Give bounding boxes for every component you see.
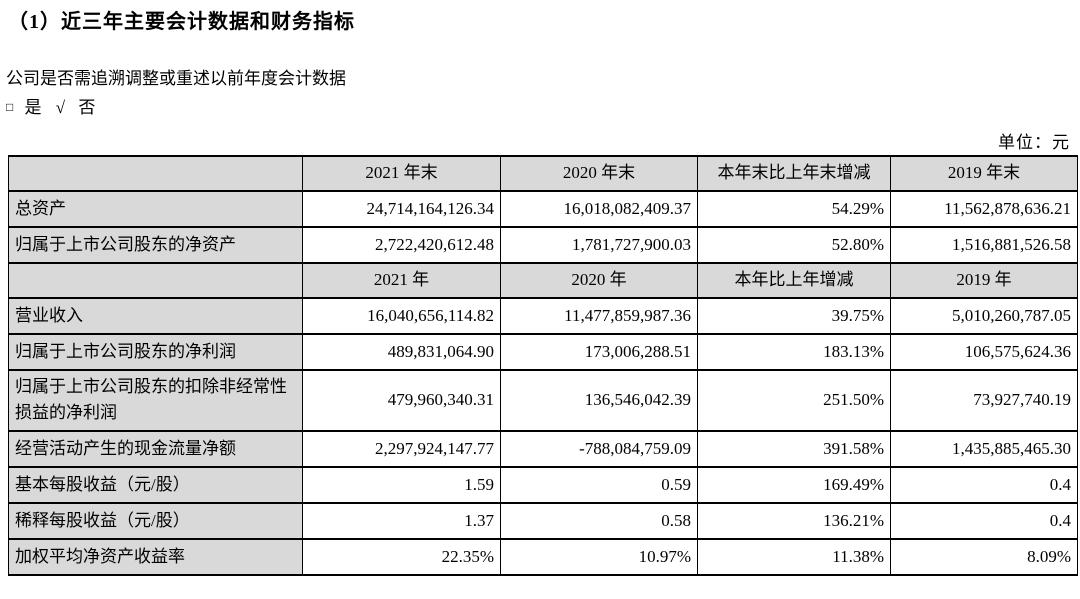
row-weighted-avg-roe: 加权平均净资产收益率 22.35% 10.97% 11.38% 8.09%	[8, 537, 1078, 576]
row-net-profit-attributable: 归属于上市公司股东的净利润 489,831,064.90 173,006,288…	[8, 333, 1078, 371]
row-net-profit-excl-nonrecurring: 归属于上市公司股东的扣除非经常性损益的净利润 479,960,340.31 13…	[8, 369, 1078, 432]
value-cell-2019: 8.09%	[890, 537, 1078, 576]
header-yoy-end-change-cell: 本年末比上年末增减	[697, 155, 891, 192]
value-cell-2021: 2,722,420,612.48	[302, 226, 501, 264]
row-basic-eps: 基本每股收益（元/股） 1.59 0.59 169.49% 0.4	[8, 465, 1078, 504]
value-cell-2019: 5,010,260,787.05	[890, 297, 1078, 335]
value-cell-2019: 73,927,740.19	[890, 369, 1078, 432]
row-diluted-eps: 稀释每股收益（元/股） 1.37 0.58 136.21% 0.4	[8, 501, 1078, 540]
restatement-question: 公司是否需追溯调整或重述以前年度会计数据	[6, 69, 346, 88]
value-cell-2021: 489,831,064.90	[302, 333, 501, 371]
metric-label-cell: 归属于上市公司股东的净利润	[8, 333, 303, 371]
header-blank-cell	[8, 262, 303, 299]
value-cell-2019: 0.4	[890, 501, 1078, 540]
metric-label-cell: 经营活动产生的现金流量净额	[8, 429, 303, 468]
header-yoy-change-cell: 本年比上年增减	[697, 262, 891, 299]
value-cell-2019: 11,562,878,636.21	[890, 190, 1078, 228]
value-cell-2021: 24,714,164,126.34	[302, 190, 501, 228]
no-label: 否	[78, 98, 96, 117]
yes-label: 是	[24, 98, 42, 117]
header-2021-cell: 2021 年	[302, 262, 501, 299]
value-cell-2021: 479,960,340.31	[302, 369, 501, 432]
metric-label-cell: 加权平均净资产收益率	[8, 537, 303, 576]
value-cell-2019: 1,435,885,465.30	[890, 429, 1078, 468]
value-cell-2020: 10.97%	[500, 537, 698, 576]
section-title: （1）近三年主要会计数据和财务指标	[8, 11, 355, 33]
header-2019-end-cell: 2019 年末	[890, 155, 1078, 192]
value-cell-2020: 136,546,042.39	[500, 369, 698, 432]
header-2021-end-cell: 2021 年末	[302, 155, 501, 192]
value-cell-2020: 16,018,082,409.37	[500, 190, 698, 228]
change-cell: 54.29%	[697, 190, 891, 228]
value-cell-2021: 22.35%	[302, 537, 501, 576]
metric-label-cell: 基本每股收益（元/股）	[8, 465, 303, 504]
value-cell-2021: 2,297,924,147.77	[302, 429, 501, 468]
metric-label-cell: 稀释每股收益（元/股）	[8, 501, 303, 540]
header-blank-cell	[8, 155, 303, 192]
change-cell: 136.21%	[697, 501, 891, 540]
checkmark-icon: √	[55, 98, 66, 117]
row-operating-revenue: 营业收入 16,040,656,114.82 11,477,859,987.36…	[8, 297, 1078, 335]
header-row-period-end: 2021 年末 2020 年末 本年末比上年末增减 2019 年末	[8, 155, 1078, 192]
value-cell-2021: 1.37	[302, 501, 501, 540]
change-cell: 183.13%	[697, 333, 891, 371]
header-row-full-year: 2021 年 2020 年 本年比上年增减 2019 年	[8, 262, 1078, 299]
change-cell: 391.58%	[697, 429, 891, 468]
value-cell-2020: 0.59	[500, 465, 698, 504]
change-cell: 169.49%	[697, 465, 891, 504]
value-cell-2021: 1.59	[302, 465, 501, 504]
row-net-assets-attributable: 归属于上市公司股东的净资产 2,722,420,612.48 1,781,727…	[8, 226, 1078, 264]
value-cell-2020: 11,477,859,987.36	[500, 297, 698, 335]
header-2020-end-cell: 2020 年末	[500, 155, 698, 192]
row-operating-cash-flow: 经营活动产生的现金流量净额 2,297,924,147.77 -788,084,…	[8, 429, 1078, 468]
change-cell: 39.75%	[697, 297, 891, 335]
restatement-answer-line: □ 是 √ 否	[6, 93, 95, 118]
unit-label: 单位：元	[998, 133, 1070, 152]
value-cell-2020: 173,006,288.51	[500, 333, 698, 371]
change-cell: 251.50%	[697, 369, 891, 432]
row-total-assets: 总资产 24,714,164,126.34 16,018,082,409.37 …	[8, 190, 1078, 228]
value-cell-2021: 16,040,656,114.82	[302, 297, 501, 335]
change-cell: 52.80%	[697, 226, 891, 264]
value-cell-2019: 1,516,881,526.58	[890, 226, 1078, 264]
financial-indicators-table: 2021 年末 2020 年末 本年末比上年末增减 2019 年末 总资产 24…	[8, 155, 1078, 576]
value-cell-2019: 0.4	[890, 465, 1078, 504]
change-cell: 11.38%	[697, 537, 891, 576]
value-cell-2019: 106,575,624.36	[890, 333, 1078, 371]
metric-label-cell: 营业收入	[8, 297, 303, 335]
value-cell-2020: 0.58	[500, 501, 698, 540]
header-2019-cell: 2019 年	[890, 262, 1078, 299]
value-cell-2020: 1,781,727,900.03	[500, 226, 698, 264]
header-2020-cell: 2020 年	[500, 262, 698, 299]
checkbox-unchecked-icon: □	[6, 100, 14, 114]
metric-label-cell: 归属于上市公司股东的净资产	[8, 226, 303, 264]
metric-label-cell: 总资产	[8, 190, 303, 228]
value-cell-2020: -788,084,759.09	[500, 429, 698, 468]
metric-label-cell: 归属于上市公司股东的扣除非经常性损益的净利润	[8, 369, 303, 432]
